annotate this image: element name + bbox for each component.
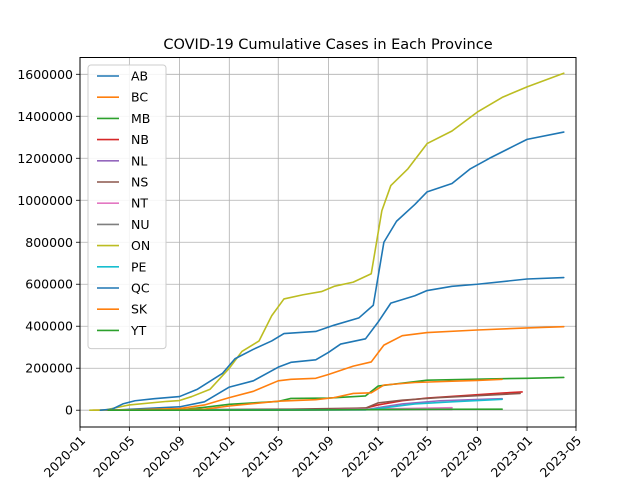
legend-label: NB	[131, 132, 149, 147]
series-line-on	[88, 72, 565, 411]
series-line-sk	[107, 378, 503, 411]
y-tick-label: 800000	[25, 235, 73, 250]
y-tick-label: 1400000	[17, 109, 73, 124]
series-line-ab	[105, 276, 565, 411]
legend-label: NS	[131, 175, 148, 190]
series-line-bc	[91, 325, 565, 411]
y-tick-label: 400000	[25, 319, 73, 334]
legend-label: QC	[131, 281, 150, 296]
y-tick-label: 600000	[25, 277, 73, 292]
legend-label: YT	[130, 323, 147, 338]
x-tick-label: 2023-01	[488, 433, 536, 480]
x-tick-label: 2020-05	[90, 433, 138, 480]
y-tick-label: 200000	[25, 361, 73, 376]
y-tick-label: 1200000	[17, 151, 73, 166]
legend-label: ON	[131, 238, 150, 253]
legend-label: NL	[131, 153, 147, 168]
legend-label: AB	[131, 69, 148, 84]
series-line-ns	[107, 392, 521, 411]
legend-label: NT	[131, 196, 148, 211]
x-tick-label: 2022-01	[339, 433, 387, 480]
series-line-qc	[99, 131, 565, 411]
y-tick-label: 1000000	[17, 193, 73, 208]
x-tick-label: 2021-01	[190, 433, 238, 480]
legend-label: MB	[131, 111, 150, 126]
legend-label: NU	[131, 217, 150, 232]
legend-label: SK	[131, 302, 148, 317]
legend-label: PE	[131, 259, 147, 274]
chart-title: COVID-19 Cumulative Cases in Each Provin…	[163, 37, 492, 53]
legend: AB BC MB NB NL NS NT NU ON PE QC SK YT	[87, 64, 167, 350]
series-lines	[88, 72, 565, 411]
y-tick-label: 0	[65, 403, 73, 418]
x-tick-label: 2020-01	[41, 433, 89, 480]
x-tick-label: 2020-09	[140, 433, 188, 480]
y-tick-label: 1600000	[17, 67, 73, 82]
x-axis: 2020-01 2020-05 2020-09 2021-01 2021-05 2021-…	[41, 427, 585, 480]
x-tick-label: 2021-05	[239, 433, 287, 480]
x-tick-label: 2021-09	[289, 433, 337, 480]
x-tick-label: 2023-05	[537, 433, 585, 480]
y-axis: 0 200000 400000 600000 800000 1000000 1200000 1…	[17, 67, 80, 418]
series-line-yt	[107, 408, 503, 411]
x-tick-label: 2022-05	[388, 433, 436, 480]
legend-label: BC	[131, 90, 148, 105]
legend-box	[87, 64, 167, 350]
x-tick-label: 2022-09	[438, 433, 486, 480]
